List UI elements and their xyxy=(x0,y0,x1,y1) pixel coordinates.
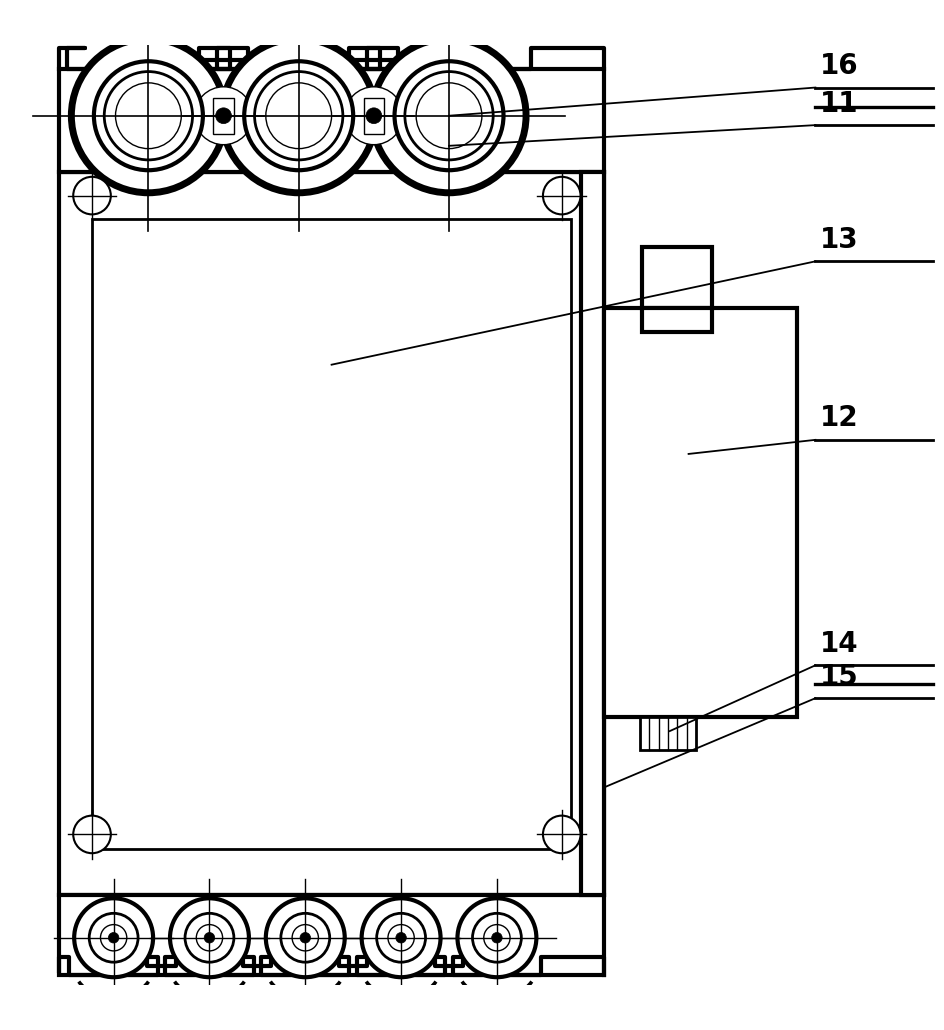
FancyBboxPatch shape xyxy=(580,172,603,895)
Text: 12: 12 xyxy=(819,405,858,433)
Circle shape xyxy=(109,932,119,943)
Circle shape xyxy=(244,61,353,170)
FancyBboxPatch shape xyxy=(92,219,570,849)
Circle shape xyxy=(483,925,510,951)
Circle shape xyxy=(73,816,110,853)
Circle shape xyxy=(415,82,481,148)
FancyBboxPatch shape xyxy=(363,98,384,134)
Circle shape xyxy=(215,108,231,124)
Text: 16: 16 xyxy=(819,53,858,80)
Text: 13: 13 xyxy=(819,226,858,253)
Circle shape xyxy=(265,82,331,148)
Circle shape xyxy=(170,898,248,977)
Text: 11: 11 xyxy=(819,90,858,117)
Circle shape xyxy=(185,914,233,962)
Circle shape xyxy=(396,932,406,943)
FancyBboxPatch shape xyxy=(59,69,603,172)
Circle shape xyxy=(72,39,226,193)
Circle shape xyxy=(543,177,580,214)
Circle shape xyxy=(362,898,440,977)
Circle shape xyxy=(365,108,381,124)
FancyBboxPatch shape xyxy=(213,98,233,134)
Circle shape xyxy=(388,925,413,951)
Circle shape xyxy=(104,71,193,160)
Circle shape xyxy=(543,816,580,853)
Circle shape xyxy=(472,914,521,962)
Circle shape xyxy=(73,177,110,214)
FancyBboxPatch shape xyxy=(639,717,696,750)
FancyBboxPatch shape xyxy=(641,247,712,308)
FancyBboxPatch shape xyxy=(59,172,603,895)
Circle shape xyxy=(222,39,376,193)
Circle shape xyxy=(204,932,214,943)
Circle shape xyxy=(93,61,203,170)
Circle shape xyxy=(280,914,329,962)
Circle shape xyxy=(377,914,425,962)
Circle shape xyxy=(89,914,138,962)
Circle shape xyxy=(292,925,318,951)
Circle shape xyxy=(265,898,345,977)
FancyBboxPatch shape xyxy=(641,308,712,332)
Circle shape xyxy=(394,61,503,170)
Text: 14: 14 xyxy=(819,629,858,658)
Circle shape xyxy=(372,39,526,193)
Circle shape xyxy=(100,925,126,951)
Circle shape xyxy=(196,925,223,951)
Circle shape xyxy=(299,932,311,943)
Circle shape xyxy=(115,82,181,148)
Circle shape xyxy=(345,87,402,144)
Circle shape xyxy=(194,87,252,144)
Circle shape xyxy=(404,71,493,160)
Text: 15: 15 xyxy=(819,662,858,691)
FancyBboxPatch shape xyxy=(603,308,796,717)
FancyBboxPatch shape xyxy=(59,895,603,975)
Circle shape xyxy=(457,898,536,977)
Circle shape xyxy=(254,71,343,160)
Circle shape xyxy=(491,932,501,943)
Circle shape xyxy=(74,898,153,977)
